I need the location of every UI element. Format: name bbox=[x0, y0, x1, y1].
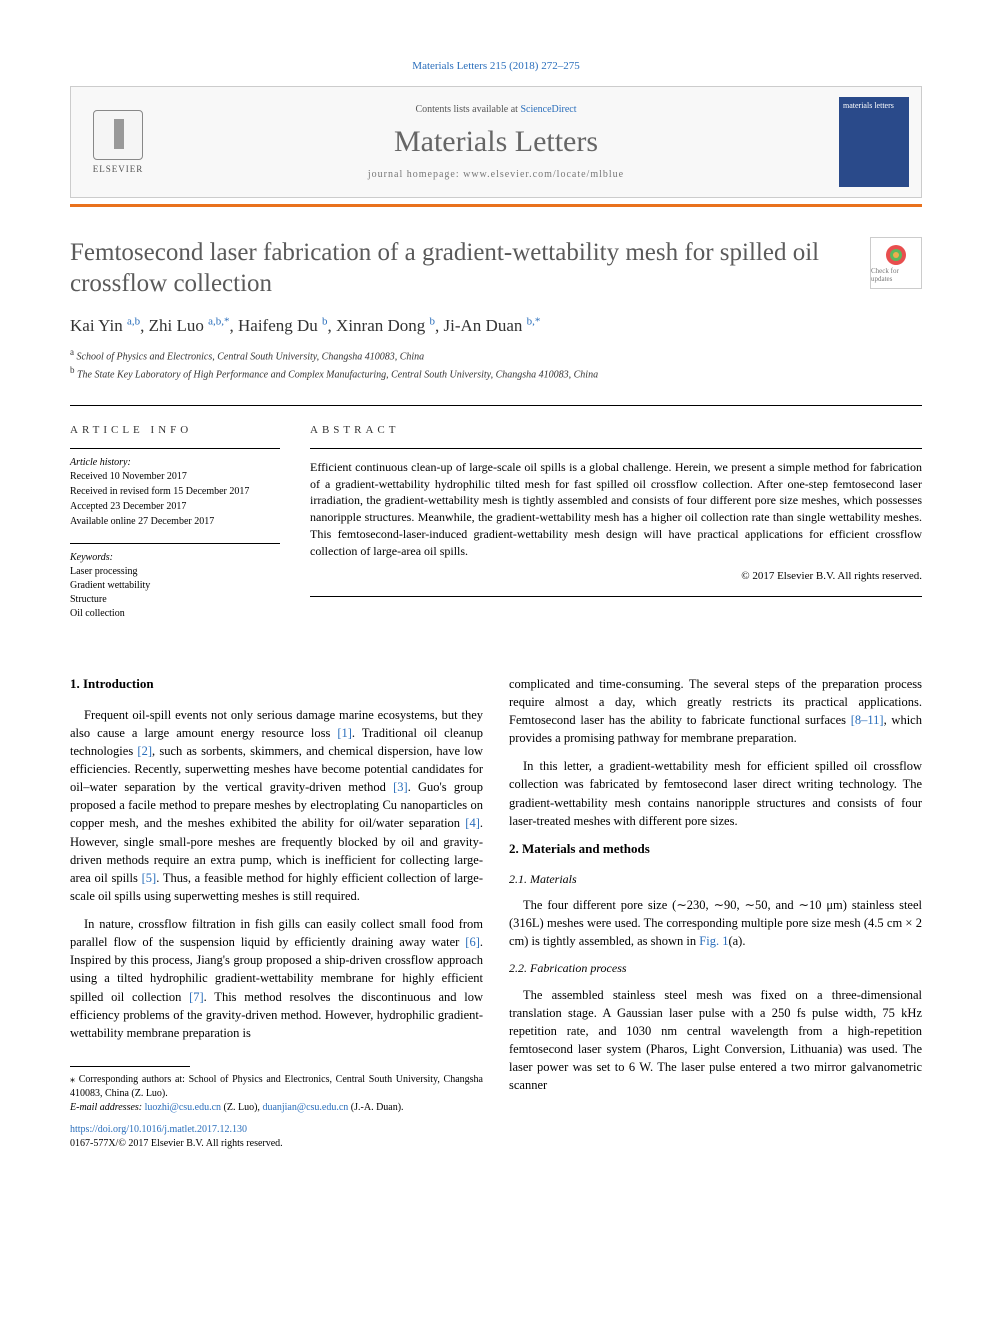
fig-link[interactable]: Fig. 1 bbox=[699, 934, 728, 948]
keyword: Gradient wettability bbox=[70, 579, 280, 593]
author-list: Kai Yin a,b, Zhi Luo a,b,*, Haifeng Du b… bbox=[70, 316, 922, 337]
affiliation: b The State Key Laboratory of High Perfo… bbox=[70, 364, 922, 382]
keywords-block: Keywords: Laser processing Gradient wett… bbox=[70, 543, 280, 621]
abstract-copyright: © 2017 Elsevier B.V. All rights reserved… bbox=[310, 570, 922, 582]
section-heading: 2. Materials and methods bbox=[509, 840, 922, 859]
keyword: Laser processing bbox=[70, 565, 280, 579]
email-link[interactable]: luozhi@csu.edu.cn bbox=[145, 1102, 221, 1113]
author: Haifeng Du b bbox=[238, 316, 328, 335]
journal-homepage: journal homepage: www.elsevier.com/locat… bbox=[153, 169, 839, 180]
author: Ji-An Duan b,* bbox=[444, 316, 541, 335]
ref-link[interactable]: [6] bbox=[465, 935, 480, 949]
article-history: Article history: Received 10 November 20… bbox=[70, 448, 280, 529]
contents-available: Contents lists available at ScienceDirec… bbox=[153, 104, 839, 115]
homepage-prefix: journal homepage: bbox=[368, 169, 463, 180]
paragraph: In nature, crossflow filtration in fish … bbox=[70, 915, 483, 1042]
subsection-heading: 2.1. Materials bbox=[509, 871, 922, 888]
ref-link[interactable]: [2] bbox=[137, 744, 152, 758]
affiliation: a School of Physics and Electronics, Cen… bbox=[70, 346, 922, 364]
doi-link[interactable]: https://doi.org/10.1016/j.matlet.2017.12… bbox=[70, 1124, 247, 1135]
history-label: Article history: bbox=[70, 457, 280, 468]
paragraph: In this letter, a gradient-wettability m… bbox=[509, 757, 922, 830]
sciencedirect-link[interactable]: ScienceDirect bbox=[520, 104, 576, 115]
journal-title: Materials Letters bbox=[153, 125, 839, 159]
journal-header: ELSEVIER Contents lists available at Sci… bbox=[70, 86, 922, 198]
history-line: Received 10 November 2017 bbox=[70, 470, 280, 484]
corresponding-footnote: ⁎ Corresponding authors at: School of Ph… bbox=[70, 1073, 483, 1101]
email-footnote: E-mail addresses: luozhi@csu.edu.cn (Z. … bbox=[70, 1101, 483, 1115]
ref-link[interactable]: [4] bbox=[465, 816, 480, 830]
updates-icon bbox=[884, 243, 908, 267]
contents-prefix: Contents lists available at bbox=[415, 104, 520, 115]
paragraph: complicated and time-consuming. The seve… bbox=[509, 675, 922, 748]
homepage-url[interactable]: www.elsevier.com/locate/mlblue bbox=[463, 169, 624, 180]
affiliations: a School of Physics and Electronics, Cen… bbox=[70, 346, 922, 383]
accent-bar bbox=[70, 204, 922, 207]
abstract-text: Efficient continuous clean-up of large-s… bbox=[310, 459, 922, 560]
issn-line: 0167-577X/© 2017 Elsevier B.V. All right… bbox=[70, 1138, 283, 1149]
ref-link[interactable]: [3] bbox=[393, 780, 408, 794]
keyword: Structure bbox=[70, 593, 280, 607]
body-column-right: complicated and time-consuming. The seve… bbox=[509, 675, 922, 1152]
author: Xinran Dong b bbox=[336, 316, 435, 335]
abstract-label: ABSTRACT bbox=[310, 424, 922, 436]
article-title: Femtosecond laser fabrication of a gradi… bbox=[70, 237, 854, 300]
paragraph: Frequent oil-spill events not only serio… bbox=[70, 706, 483, 905]
doi-block: https://doi.org/10.1016/j.matlet.2017.12… bbox=[70, 1123, 483, 1152]
ref-link[interactable]: [1] bbox=[337, 726, 352, 740]
updates-label: Check for updates bbox=[871, 267, 921, 283]
journal-cover-thumb: materials letters bbox=[839, 97, 909, 187]
publisher-name: ELSEVIER bbox=[93, 164, 144, 174]
body-column-left: 1. Introduction Frequent oil-spill event… bbox=[70, 675, 483, 1152]
footnote-separator bbox=[70, 1066, 190, 1067]
author: Kai Yin a,b bbox=[70, 316, 140, 335]
keywords-label: Keywords: bbox=[70, 552, 280, 563]
email-link[interactable]: duanjian@csu.edu.cn bbox=[262, 1102, 348, 1113]
ref-link[interactable]: [5] bbox=[142, 871, 157, 885]
article-info-label: ARTICLE INFO bbox=[70, 424, 280, 436]
section-heading: 1. Introduction bbox=[70, 675, 483, 694]
divider bbox=[310, 596, 922, 597]
history-line: Available online 27 December 2017 bbox=[70, 515, 280, 529]
check-updates-badge[interactable]: Check for updates bbox=[870, 237, 922, 289]
history-line: Received in revised form 15 December 201… bbox=[70, 485, 280, 499]
paragraph: The assembled stainless steel mesh was f… bbox=[509, 986, 922, 1095]
author: Zhi Luo a,b,* bbox=[149, 316, 230, 335]
elsevier-logo: ELSEVIER bbox=[83, 102, 153, 182]
citation-line: Materials Letters 215 (2018) 272–275 bbox=[70, 60, 922, 72]
cover-label: materials letters bbox=[843, 101, 905, 110]
history-line: Accepted 23 December 2017 bbox=[70, 500, 280, 514]
paragraph: The four different pore size (∼230, ∼90,… bbox=[509, 896, 922, 950]
ref-link[interactable]: [7] bbox=[189, 990, 204, 1004]
ref-link[interactable]: [8–11] bbox=[851, 713, 884, 727]
keyword: Oil collection bbox=[70, 607, 280, 621]
elsevier-tree-icon bbox=[93, 110, 143, 160]
subsection-heading: 2.2. Fabrication process bbox=[509, 960, 922, 977]
